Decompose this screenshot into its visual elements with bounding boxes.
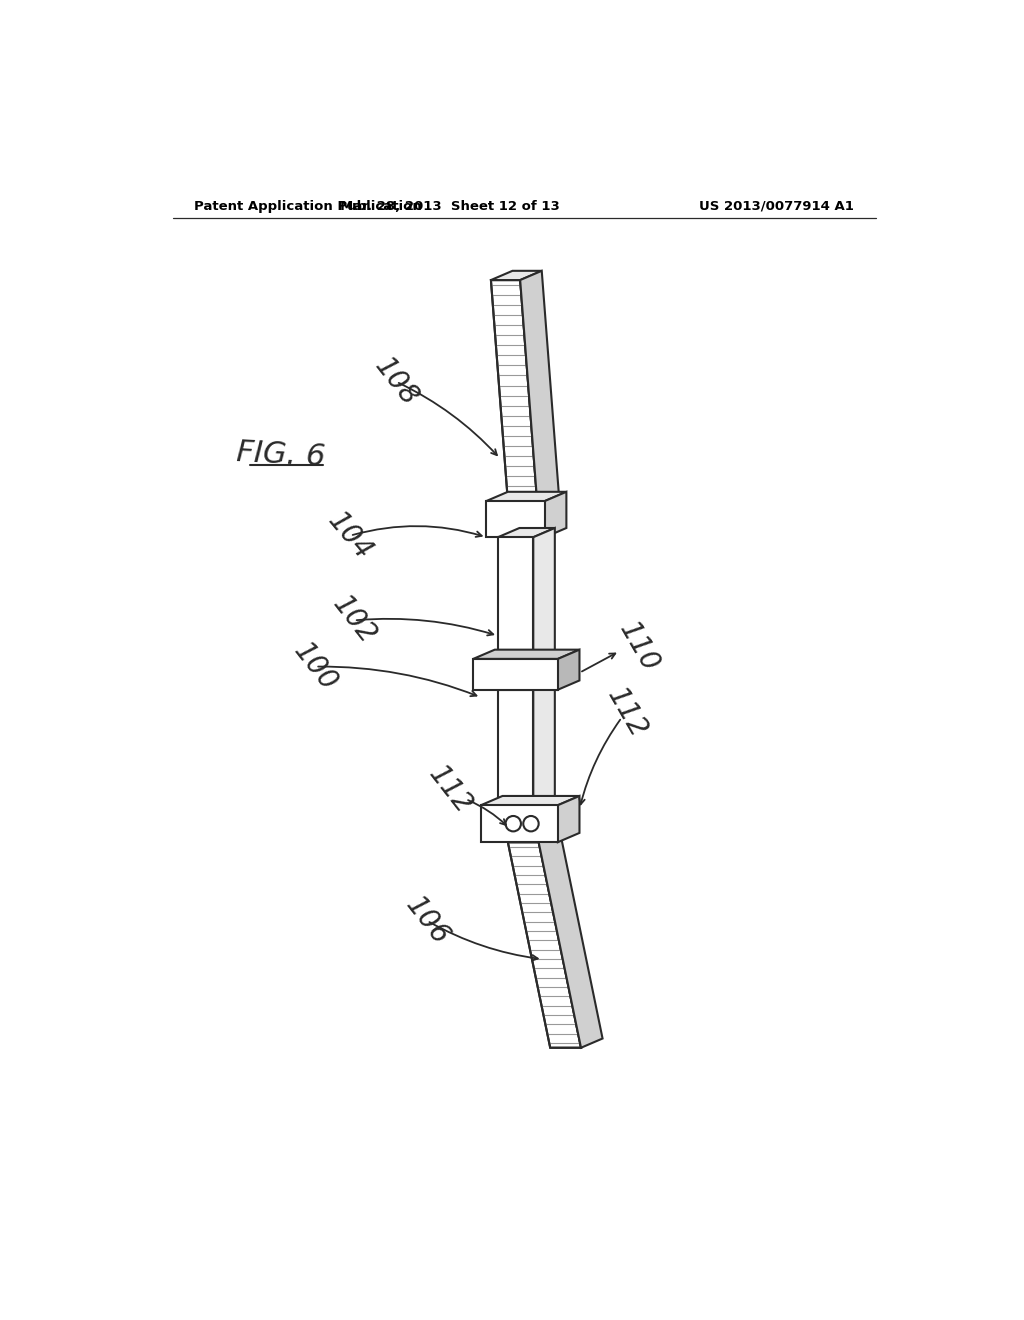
Polygon shape: [473, 659, 558, 689]
Text: 104: 104: [323, 507, 378, 565]
Text: Mar. 28, 2013  Sheet 12 of 13: Mar. 28, 2013 Sheet 12 of 13: [340, 199, 560, 213]
Text: 110: 110: [613, 618, 665, 677]
Polygon shape: [490, 271, 542, 280]
Text: Patent Application Publication: Patent Application Publication: [194, 199, 422, 213]
Text: 102: 102: [327, 591, 381, 649]
Text: 108: 108: [369, 352, 424, 411]
Polygon shape: [508, 842, 581, 1048]
Polygon shape: [534, 528, 555, 659]
Polygon shape: [498, 528, 555, 537]
Polygon shape: [520, 271, 559, 502]
Text: 112: 112: [423, 760, 477, 820]
Polygon shape: [558, 796, 580, 842]
Polygon shape: [498, 689, 534, 805]
Text: 106: 106: [399, 891, 455, 950]
Polygon shape: [490, 280, 538, 502]
Polygon shape: [486, 492, 566, 502]
Text: 100: 100: [288, 638, 343, 696]
Polygon shape: [508, 833, 560, 842]
Polygon shape: [545, 492, 566, 537]
Polygon shape: [486, 502, 545, 537]
Text: US 2013/0077914 A1: US 2013/0077914 A1: [699, 199, 854, 213]
Polygon shape: [473, 649, 580, 659]
Polygon shape: [498, 537, 534, 659]
Text: FIG. 6: FIG. 6: [236, 438, 326, 471]
Polygon shape: [539, 833, 602, 1048]
Polygon shape: [498, 681, 555, 689]
Polygon shape: [558, 649, 580, 689]
Polygon shape: [481, 796, 580, 805]
Text: 112: 112: [602, 682, 652, 743]
Polygon shape: [481, 805, 558, 842]
Polygon shape: [534, 681, 555, 805]
